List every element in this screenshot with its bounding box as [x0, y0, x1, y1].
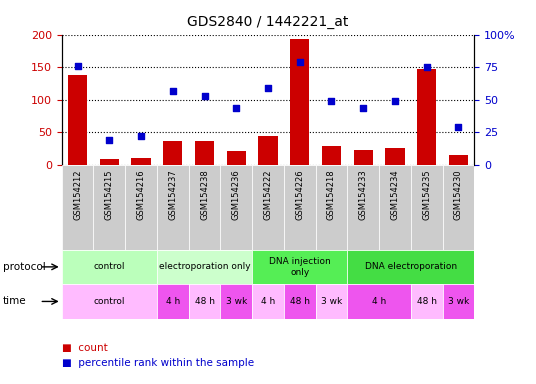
Text: GSM154226: GSM154226	[295, 169, 304, 220]
FancyBboxPatch shape	[93, 165, 125, 250]
Point	[422, 64, 431, 70]
FancyBboxPatch shape	[411, 284, 443, 319]
Bar	[195, 141, 214, 165]
Bar	[68, 75, 87, 165]
Text: GSM154215: GSM154215	[105, 169, 114, 220]
Text: 48 h: 48 h	[290, 297, 310, 306]
FancyBboxPatch shape	[157, 165, 189, 250]
Text: DNA injection
only: DNA injection only	[269, 257, 331, 276]
Text: 4 h: 4 h	[261, 297, 275, 306]
Point	[391, 98, 399, 104]
FancyBboxPatch shape	[252, 284, 284, 319]
Text: ■  percentile rank within the sample: ■ percentile rank within the sample	[62, 358, 254, 368]
Bar	[290, 39, 309, 165]
Point	[105, 137, 114, 143]
Point	[73, 63, 82, 69]
Bar	[322, 146, 341, 165]
Text: control: control	[93, 262, 125, 271]
FancyBboxPatch shape	[347, 165, 379, 250]
Text: electroporation only: electroporation only	[159, 262, 250, 271]
FancyBboxPatch shape	[62, 284, 157, 319]
FancyBboxPatch shape	[252, 165, 284, 250]
FancyBboxPatch shape	[125, 165, 157, 250]
Point	[200, 93, 209, 99]
FancyBboxPatch shape	[62, 250, 157, 284]
FancyBboxPatch shape	[189, 284, 220, 319]
Text: 48 h: 48 h	[416, 297, 437, 306]
Bar	[131, 158, 151, 165]
Text: GSM154230: GSM154230	[454, 169, 463, 220]
Text: ■  count: ■ count	[62, 343, 107, 353]
FancyBboxPatch shape	[157, 284, 189, 319]
FancyBboxPatch shape	[443, 165, 474, 250]
Text: control: control	[93, 297, 125, 306]
Bar	[449, 156, 468, 165]
Point	[359, 104, 368, 111]
Text: GSM154233: GSM154233	[359, 169, 368, 220]
Text: DNA electroporation: DNA electroporation	[365, 262, 457, 271]
Text: GSM154212: GSM154212	[73, 169, 82, 220]
FancyBboxPatch shape	[443, 284, 474, 319]
FancyBboxPatch shape	[411, 165, 443, 250]
Bar	[354, 150, 373, 165]
Text: 3 wk: 3 wk	[448, 297, 469, 306]
Text: GSM154238: GSM154238	[200, 169, 209, 220]
FancyBboxPatch shape	[157, 250, 252, 284]
Text: 3 wk: 3 wk	[226, 297, 247, 306]
Point	[232, 104, 241, 111]
FancyBboxPatch shape	[62, 165, 93, 250]
FancyBboxPatch shape	[252, 250, 347, 284]
Point	[327, 98, 336, 104]
Bar	[258, 136, 278, 165]
FancyBboxPatch shape	[347, 284, 411, 319]
Point	[168, 88, 177, 94]
FancyBboxPatch shape	[189, 165, 220, 250]
FancyBboxPatch shape	[316, 284, 347, 319]
FancyBboxPatch shape	[316, 165, 347, 250]
FancyBboxPatch shape	[220, 165, 252, 250]
Bar	[417, 68, 436, 165]
Bar	[227, 151, 246, 165]
Text: GSM154222: GSM154222	[264, 169, 272, 220]
Bar	[385, 148, 405, 165]
Point	[137, 133, 145, 139]
FancyBboxPatch shape	[347, 250, 474, 284]
Text: GSM154218: GSM154218	[327, 169, 336, 220]
Text: 4 h: 4 h	[372, 297, 386, 306]
Text: GSM154236: GSM154236	[232, 169, 241, 220]
Text: GSM154235: GSM154235	[422, 169, 431, 220]
Text: GDS2840 / 1442221_at: GDS2840 / 1442221_at	[187, 15, 349, 29]
Bar	[163, 141, 182, 165]
Text: 48 h: 48 h	[195, 297, 214, 306]
FancyBboxPatch shape	[284, 165, 316, 250]
FancyBboxPatch shape	[379, 165, 411, 250]
Text: time: time	[3, 296, 26, 306]
Bar	[100, 159, 119, 165]
FancyBboxPatch shape	[284, 284, 316, 319]
Point	[454, 124, 463, 130]
Text: protocol: protocol	[3, 262, 46, 272]
Text: GSM154216: GSM154216	[137, 169, 145, 220]
Point	[295, 59, 304, 65]
FancyBboxPatch shape	[220, 284, 252, 319]
Point	[264, 85, 272, 91]
Text: GSM154234: GSM154234	[391, 169, 399, 220]
Text: GSM154237: GSM154237	[168, 169, 177, 220]
Text: 3 wk: 3 wk	[321, 297, 342, 306]
Text: 4 h: 4 h	[166, 297, 180, 306]
